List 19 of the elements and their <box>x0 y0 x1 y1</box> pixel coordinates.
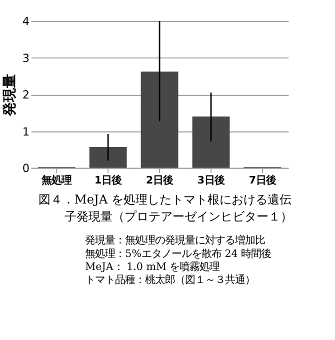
text: 無処理：5%エタノールを散布 24 時間後 <box>85 248 272 260</box>
y-tick-label: 2 <box>22 88 30 102</box>
text: 発現量：無処理の発現量に対する増加比 <box>85 234 266 247</box>
y-tick-label: 3 <box>22 52 30 65</box>
text: トマト品種：桃太郎（図１～３共通） <box>85 274 256 286</box>
text: MeJA： 1.0 mM を噴霧処理 <box>85 260 220 273</box>
y-axis-title: 発現量 <box>2 74 18 117</box>
bar <box>140 72 178 168</box>
x-tick-label: 7日後 <box>248 174 278 186</box>
text: 図４．MeJA を処理したトマト根における遺伝子発現量（プロテアーゼインヒビター１） <box>38 192 293 224</box>
x-tick-label: 3日後 <box>197 174 226 186</box>
x-tick-label: 無処理 <box>40 174 72 186</box>
bar <box>192 116 230 168</box>
x-tick-label: 1日後 <box>94 174 123 186</box>
bar <box>89 146 127 168</box>
y-tick-label: 1 <box>22 125 30 138</box>
y-tick-label: 0 <box>22 162 30 176</box>
y-tick-label: 4 <box>22 15 30 28</box>
x-tick-label: 2日後 <box>146 174 174 186</box>
